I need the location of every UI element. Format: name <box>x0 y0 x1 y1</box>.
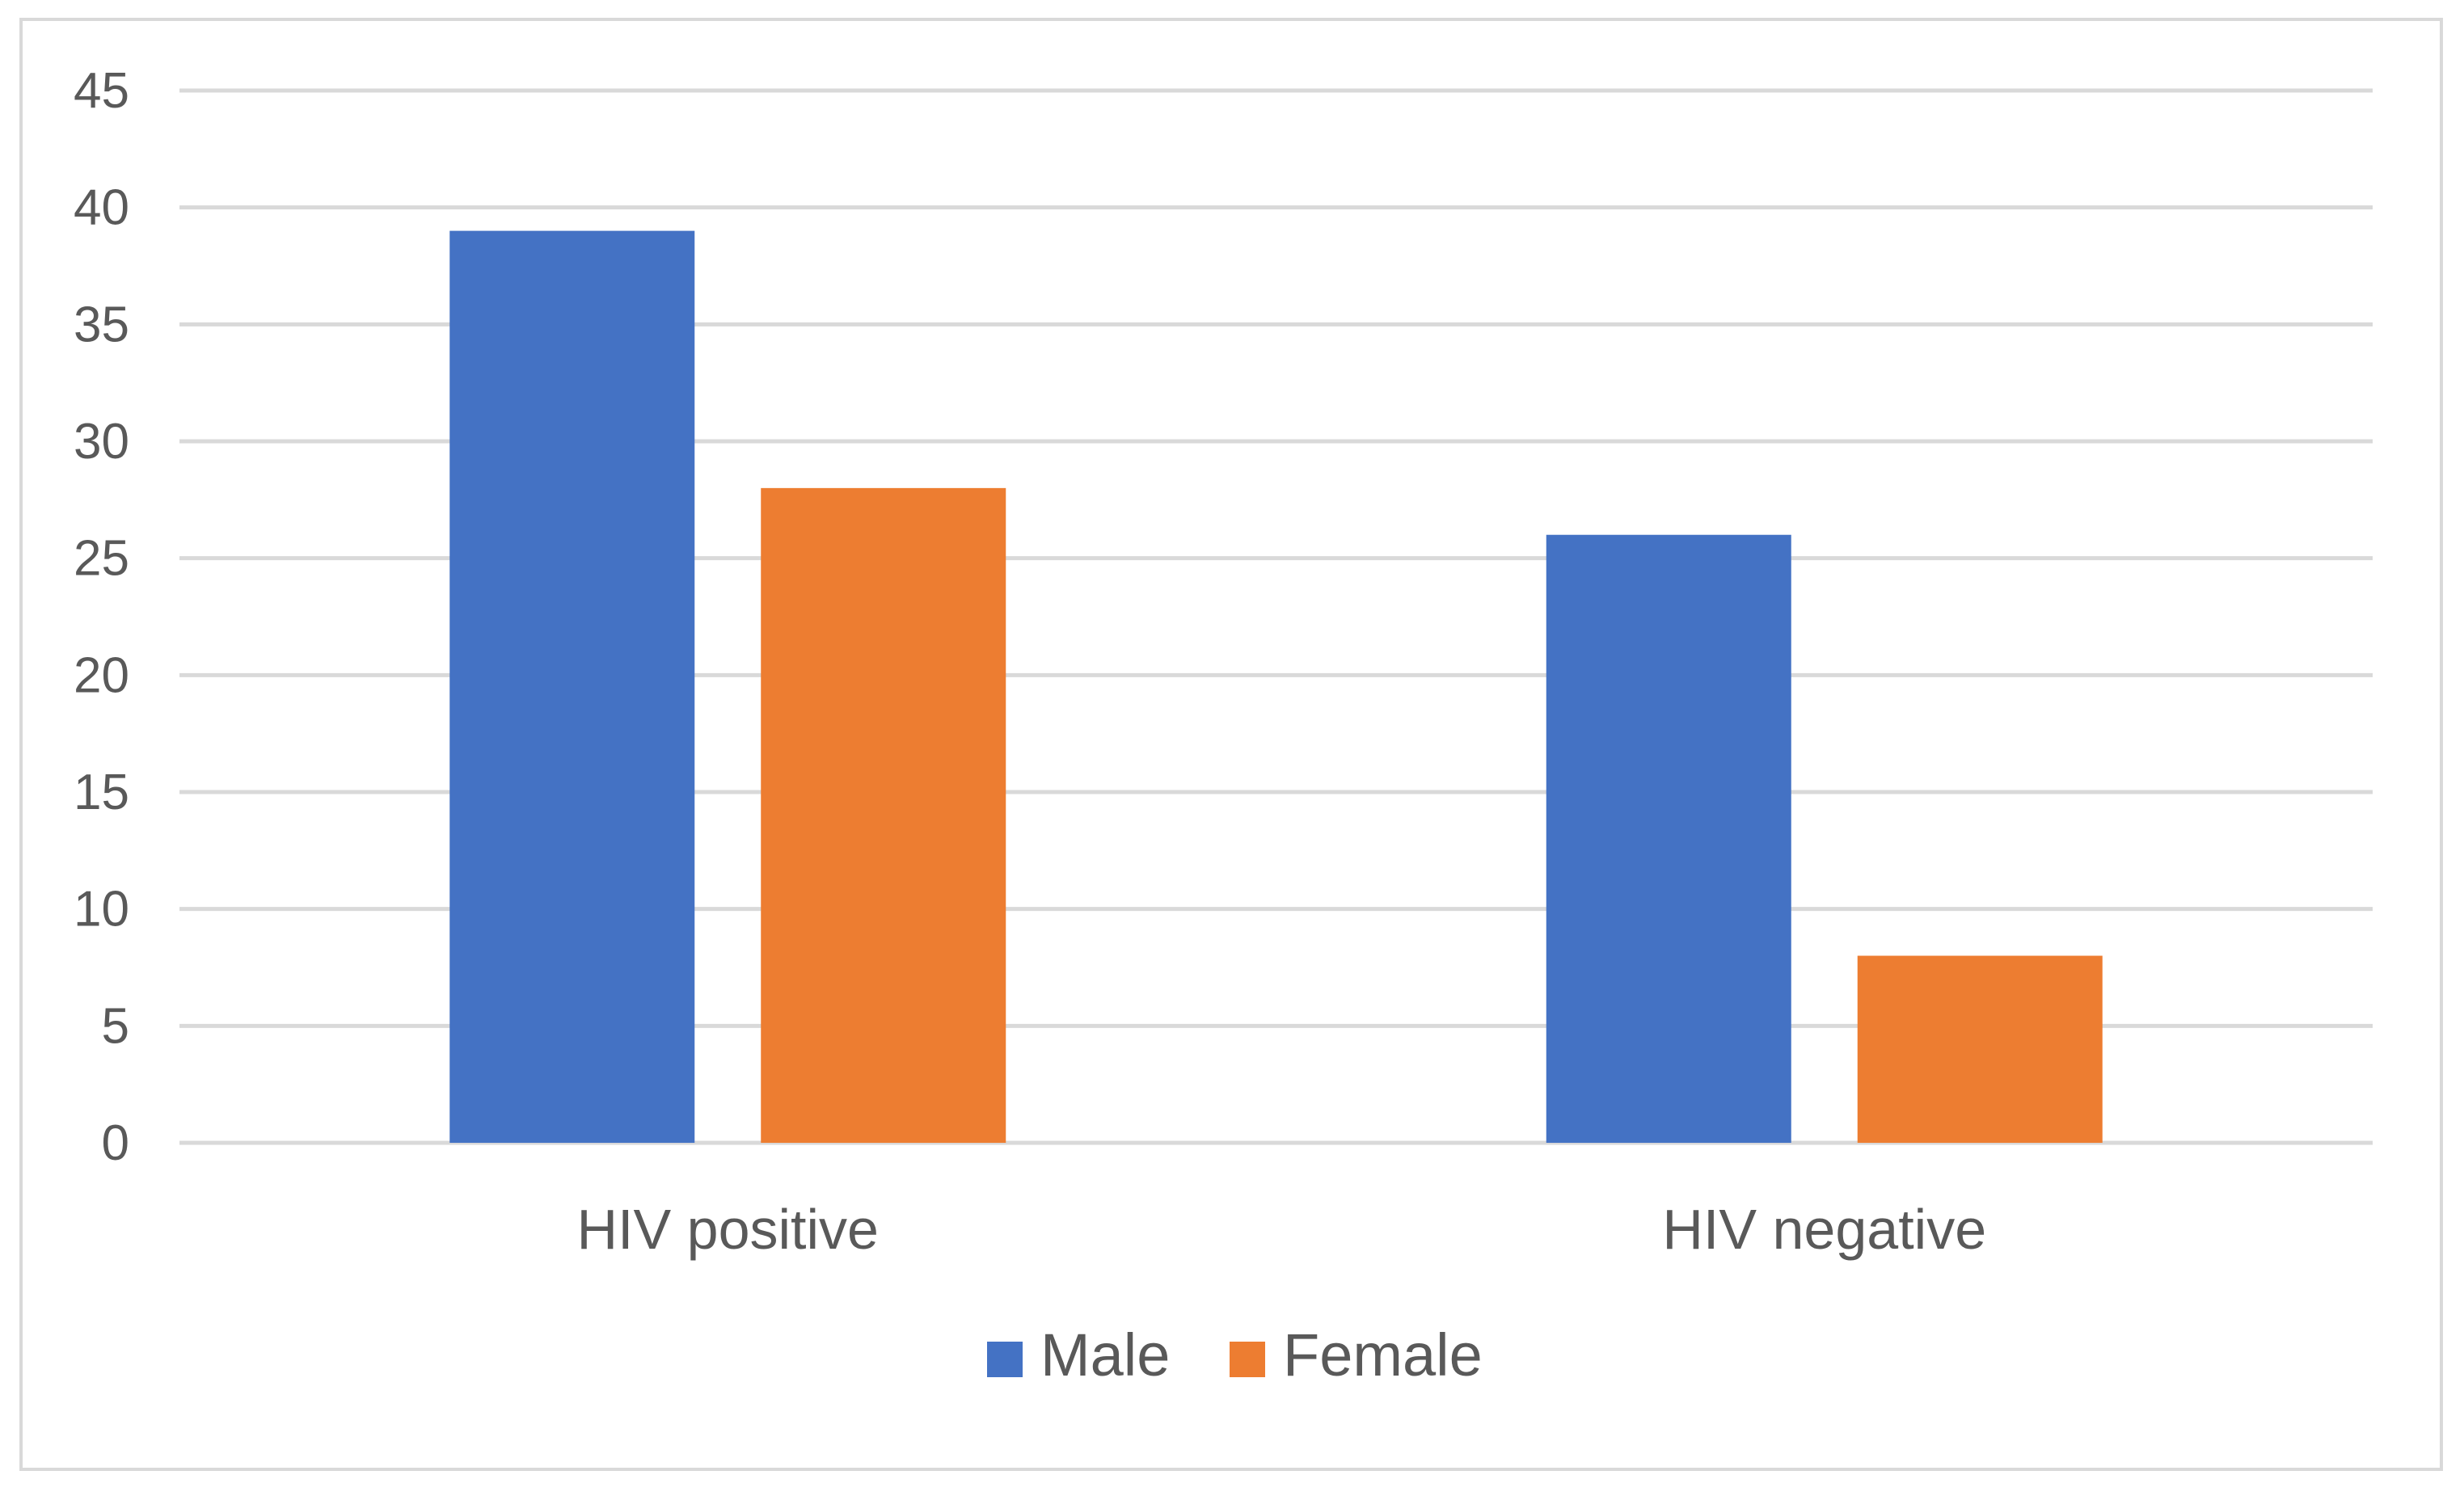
legend: Male Female <box>987 1321 1483 1389</box>
bars <box>449 230 2103 1144</box>
y-tick-label: 20 <box>74 647 129 703</box>
legend-label-female: Female <box>1283 1321 1483 1389</box>
y-tick-label: 30 <box>74 414 129 470</box>
bar-male-0 <box>449 230 695 1144</box>
legend-swatch-male <box>987 1342 1023 1377</box>
chart-frame <box>19 18 2443 1471</box>
x-category-label: HIV negative <box>1662 1198 1986 1261</box>
y-tick-label: 15 <box>74 765 129 820</box>
y-tick-label: 35 <box>74 297 129 352</box>
y-tick-label: 40 <box>74 180 129 236</box>
x-category-label: HIV positive <box>577 1198 879 1261</box>
y-tick-label: 25 <box>74 531 129 587</box>
y-axis-ticks: 0 5 10 15 20 25 30 35 40 45 <box>74 63 129 1171</box>
bar-male-1 <box>1546 534 1791 1143</box>
legend-label-male: Male <box>1040 1321 1170 1389</box>
x-axis-categories: HIV positive HIV negative <box>577 1198 1987 1261</box>
bar-female-0 <box>761 487 1006 1143</box>
legend-swatch-female <box>1230 1342 1265 1377</box>
y-tick-label: 45 <box>74 63 129 119</box>
y-tick-label: 10 <box>74 882 129 938</box>
y-tick-label: 0 <box>102 1115 129 1171</box>
bar-female-1 <box>1857 955 2103 1143</box>
y-tick-label: 5 <box>102 998 129 1054</box>
